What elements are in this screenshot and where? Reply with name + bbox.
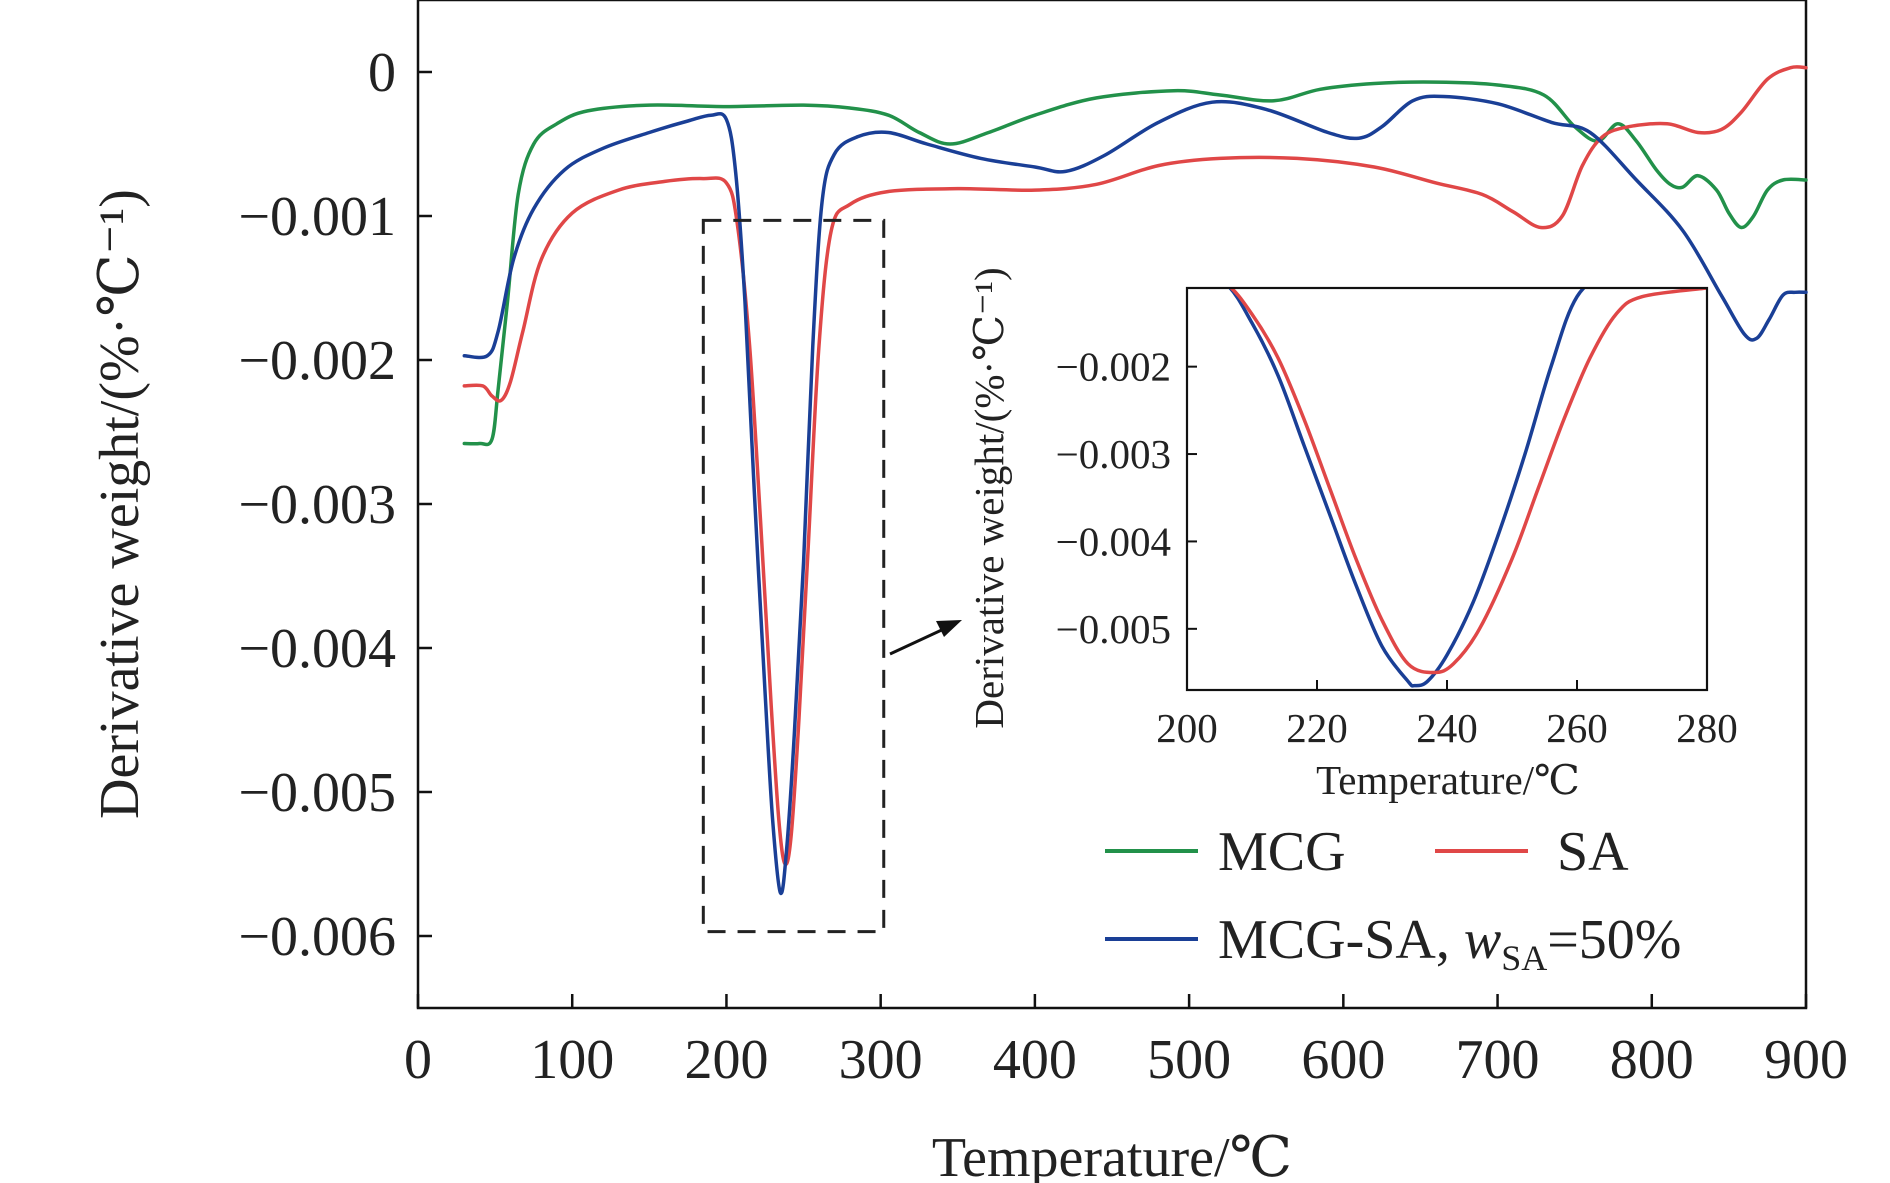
legend-label-sa: SA [1557,821,1629,883]
main-x-tick-label: 800 [1610,1029,1694,1091]
main-x-tick-label: 0 [404,1029,432,1091]
legend: MCG SA MCG-SA, wSA=50% [1105,821,1681,978]
main-y-axis-label: Derivative weight/(%·℃⁻¹) [89,189,151,819]
main-y-tick-label: −0.002 [238,330,396,392]
main-y-tick-label: −0.004 [238,618,396,680]
zoom-box [701,218,886,934]
main-series-line-mcg-sa-wsa-50 [462,94,1808,896]
inset-x-tick-label: 200 [1156,705,1218,751]
main-x-tick-label: 300 [839,1029,923,1091]
inset-x-tick-label: 280 [1676,705,1738,751]
main-x-tick-label: 900 [1764,1029,1848,1091]
main-series-line-sa [462,65,1808,867]
inset-y-tick-label: −0.002 [1056,344,1171,390]
main-x-tick-label: 400 [993,1029,1077,1091]
inset-y-tick-label: −0.003 [1056,431,1171,477]
main-x-tick-label: 700 [1456,1029,1540,1091]
inset-x-tick-label: 220 [1286,705,1348,751]
legend-label-mcg: MCG [1218,821,1346,883]
main-y-tick-label: 0 [368,42,396,104]
main-y-tick-label: −0.005 [238,762,396,824]
inset-y-tick-label: −0.004 [1056,518,1171,564]
main-y-tick-label: −0.006 [238,906,396,968]
main-x-tick-label: 500 [1147,1029,1231,1091]
inset-ticks: 200 220 240 260 280 −0.002 −0.003 −0.004 −0.005 [1056,344,1738,751]
inset-x-tick-label: 260 [1546,705,1608,751]
main-y-tick-label: −0.001 [238,186,396,248]
main-x-tick-label: 600 [1301,1029,1385,1091]
inset-series-line-mcg-sa-wsa-50 [1227,288,1587,688]
inset-series-line-sa [1228,288,1707,675]
legend-label-blend: MCG-SA, wSA=50% [1218,909,1681,978]
inset-background [1187,288,1707,690]
inset-x-tick-label: 240 [1416,705,1478,751]
main-series-line-mcg [462,80,1808,447]
main-ticks: 0 100 200 300 400 500 600 700 800 900 0 −0.001 −0.00… [238,42,1848,1091]
inset-y-tick-label: −0.005 [1056,606,1171,652]
main-x-tick-label: 100 [530,1029,614,1091]
main-y-tick-label: −0.003 [238,474,396,536]
main-series [462,65,1808,896]
main-x-tick-label: 200 [684,1029,768,1091]
inset-x-axis-label: Temperature/℃ [1316,757,1580,803]
inset-series [1227,288,1707,688]
zoom-arrow [889,620,962,656]
main-x-axis-label: Temperature/℃ [932,1127,1292,1183]
inset-y-axis-label: Derivative weight/(%·℃⁻¹) [966,267,1012,728]
